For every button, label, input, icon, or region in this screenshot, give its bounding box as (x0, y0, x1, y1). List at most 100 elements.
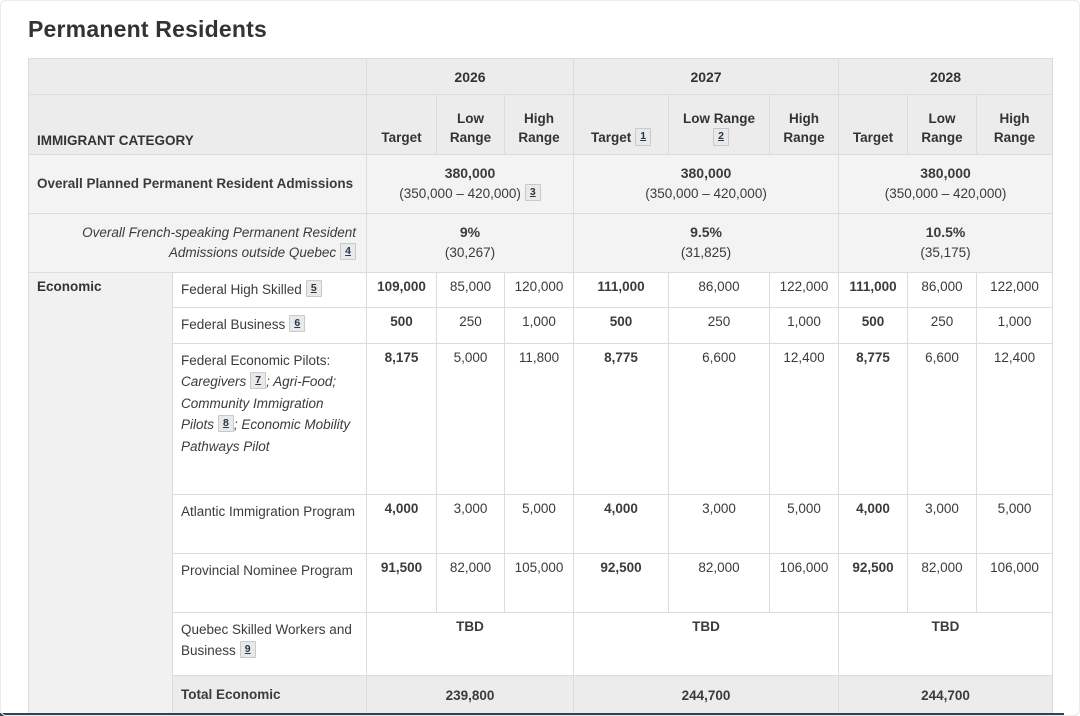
footnote-link-1[interactable]: 1 (635, 128, 652, 146)
value-cell: 122,000 (769, 272, 840, 308)
federal-economic-pilots-text: Caregivers (181, 374, 247, 390)
col-header-2028-target: Target (838, 94, 909, 155)
value-cell: 106,000 (769, 552, 840, 613)
value-range: (30,267) (444, 245, 496, 261)
value-cell: 6,600 (907, 342, 978, 495)
value-cell: 86,000 (668, 272, 771, 308)
federal-economic-pilots-text: Federal Economic Pilots: (181, 352, 331, 368)
table-row-provincial-nominee-program: Provincial Nominee Program 91,500 82,000 10… (29, 552, 1054, 613)
value-cell: 120,000 (503, 272, 575, 308)
table-row-federal-high-skilled: Economic Federal High Skilled 5 109,000 85,0… (28, 272, 1054, 716)
value-main: 380,000 (680, 164, 732, 181)
provincial-nominee-program-text: Provincial Nominee Program (181, 562, 353, 578)
value-cell: 4,000 (573, 493, 670, 554)
corner-cell (28, 58, 367, 95)
table-row-overall-planned-admissions: Overall Planned Permanent Resident Admis… (28, 154, 1054, 214)
table-row-atlantic-immigration-program: Atlantic Immigration Program 4,000 3,000 5,… (29, 493, 1054, 554)
table-row-total-economic: Total Economic 239,800 244,700 244,700 (29, 674, 1054, 716)
federal-economic-pilots-label: Federal Economic Pilots: Caregivers 7; Ag… (172, 342, 367, 495)
quebec-skilled-workers-and-business-text: Quebec Skilled Workers and Business (181, 621, 352, 659)
column-header-row: IMMIGRANT CATEGORY Target Low Range High Ra… (28, 94, 1054, 155)
table-row-federal-economic-pilots: Federal Economic Pilots: Caregivers 7; Ag… (29, 342, 1054, 495)
col-header-2026-high-range: High Range (503, 94, 575, 155)
col-header-2026-target: Target (366, 94, 437, 155)
immigrant-category-header: IMMIGRANT CATEGORY (28, 94, 367, 155)
table-body: Overall Planned Permanent Resident Admis… (28, 154, 1054, 716)
total-economic-text: Total Economic (181, 687, 281, 703)
total-economic-value-2027: 244,700 (573, 674, 840, 716)
value-cell: 12,400 (769, 342, 840, 495)
value-cell: 92,500 (838, 552, 909, 613)
col-header-2027-low-range: Low Range2 (668, 94, 771, 155)
footnote-link-9[interactable]: 9 (239, 641, 256, 659)
quebec-skilled-workers-and-business-value-2028: TBD (838, 611, 1054, 676)
quebec-skilled-workers-and-business-label: Quebec Skilled Workers and Business 9 (172, 611, 367, 676)
french-speaking-admissions-value-2028: 10.5% (35,175) (838, 213, 1054, 273)
overall-planned-admissions-value-2028: 380,000 (350,000 – 420,000) (838, 154, 1054, 214)
total-economic-label: Total Economic (172, 674, 367, 716)
footnote-link-6[interactable]: 6 (289, 314, 306, 332)
value-cell: 5,000 (503, 493, 575, 554)
atlantic-immigration-program-label: Atlantic Immigration Program (172, 493, 367, 554)
value-cell: 500 (573, 306, 670, 344)
overall-planned-admissions-text: Overall Planned Permanent Resident Admis… (37, 175, 354, 191)
value-cell: 500 (838, 306, 909, 344)
value-cell: 250 (436, 306, 505, 344)
value-cell: 85,000 (436, 272, 505, 308)
value-cell: 3,000 (907, 493, 978, 554)
value-cell: 92,500 (573, 552, 670, 613)
value-main: 9.5% (690, 223, 722, 240)
french-speaking-admissions-value-2027: 9.5% (31,825) (573, 213, 840, 273)
overall-planned-admissions-value-2026: 380,000 (350,000 – 420,000) 3 (365, 154, 575, 214)
footnote-link-2[interactable]: 2 (713, 128, 729, 146)
value-range: (350,000 – 420,000) 3 (375, 184, 565, 205)
bottom-edge-bar (0, 713, 1064, 716)
value-cell: 3,000 (436, 493, 505, 554)
page-title: Permanent Residents (28, 16, 267, 42)
value-cell: 11,800 (503, 342, 575, 495)
footnote-link-5[interactable]: 5 (305, 280, 322, 298)
col-header-2028-high-range: High Range (976, 94, 1054, 155)
footnote-link-4[interactable]: 4 (340, 243, 356, 261)
federal-economic-pilots-text: ; Agri-Food; Community Immigration Pilot… (181, 374, 337, 433)
value-cell: 1,000 (503, 306, 575, 344)
value-cell: 3,000 (668, 493, 771, 554)
value-range: (35,175) (920, 245, 971, 261)
value-cell: 111,000 (838, 272, 909, 308)
footnote-link-8[interactable]: 8 (218, 415, 234, 433)
col-header-2027-target: Target 1 (573, 94, 670, 155)
table-row-federal-business: Federal Business 6 500 250 1,000 500 250 1,000 5… (29, 306, 1054, 344)
value-cell: 5,000 (976, 493, 1054, 554)
value-main: 10.5% (925, 223, 966, 240)
value-main: 380,000 (920, 164, 971, 181)
year-header-2028: 2028 (838, 58, 1054, 95)
overall-planned-admissions-value-2027: 380,000 (350,000 – 420,000) (573, 154, 840, 214)
total-economic-value-2026: 239,800 (365, 674, 575, 716)
table-row-quebec-skilled-workers-and-business: Quebec Skilled Workers and Business 9 TBD T… (29, 611, 1054, 676)
value-cell: 6,600 (668, 342, 771, 495)
value-cell: 12,400 (976, 342, 1054, 495)
value-main: 380,000 (444, 164, 496, 181)
french-speaking-admissions-text: Overall French-speaking Permanent Reside… (82, 224, 356, 260)
value-cell: 1,000 (976, 306, 1054, 344)
year-header-row: 2026 2027 2028 (28, 58, 1054, 95)
value-cell: 82,000 (907, 552, 978, 613)
value-cell: 105,000 (503, 552, 575, 613)
permanent-residents-table: 2026 2027 2028 IMMIGRANT CATEGORY Target Low … (28, 58, 1054, 716)
value-range: (31,825) (680, 245, 732, 261)
quebec-skilled-workers-and-business-value-2027: TBD (573, 611, 840, 676)
value-range: (350,000 – 420,000) (884, 186, 1007, 202)
value-cell: 250 (668, 306, 771, 344)
value-cell: 4,000 (838, 493, 909, 554)
table-header: 2026 2027 2028 IMMIGRANT CATEGORY Target Low … (28, 58, 1054, 155)
footnote-link-7[interactable]: 7 (250, 372, 267, 390)
value-cell: 8,175 (366, 342, 437, 495)
federal-business-label: Federal Business 6 (172, 306, 367, 344)
footnote-link-3[interactable]: 3 (524, 184, 541, 202)
value-cell: 82,000 (436, 552, 505, 613)
french-speaking-admissions-label: Overall French-speaking Permanent Reside… (28, 213, 367, 273)
federal-economic-pilots-text: ; Economic Mobility Pathways Pilot (181, 417, 351, 454)
value-cell: 91,500 (366, 552, 437, 613)
col-header-2026-low-range: Low Range (436, 94, 505, 155)
value-cell: 111,000 (573, 272, 670, 308)
